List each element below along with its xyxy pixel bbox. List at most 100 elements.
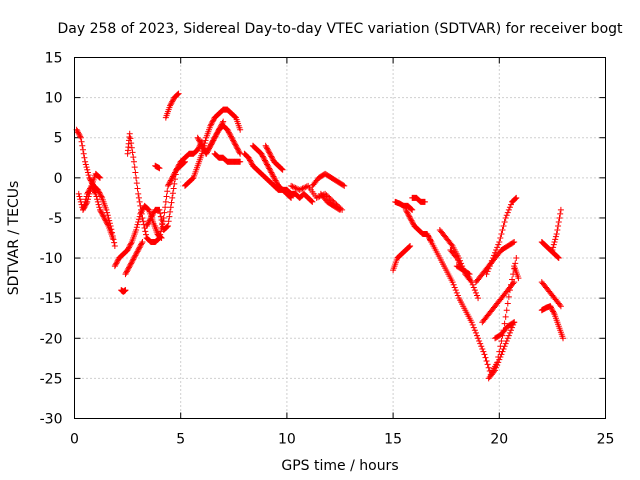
data-point [309,198,316,205]
data-point [513,255,520,262]
data-point [137,202,144,209]
data-point [175,90,182,97]
data-point [225,129,232,136]
data-point [407,205,414,212]
data-point [208,141,215,148]
data-point [90,186,97,193]
data-point [454,292,461,299]
data-point [289,183,296,190]
data-point [247,158,254,165]
data-point [230,137,237,144]
data-point [97,192,104,199]
data-point [77,133,84,140]
x-tick-label: 5 [176,432,185,448]
data-point [133,224,140,231]
data-point [113,259,120,266]
data-series-arc-11 [162,90,182,121]
data-point [101,216,108,223]
data-series-arc-14 [198,118,227,157]
data-point [103,218,110,225]
y-tick-label: -30 [40,412,63,428]
data-point [467,277,474,284]
data-point [169,173,176,180]
data-point [405,244,412,251]
data-point [449,279,456,286]
data-point [122,287,129,294]
data-point [409,218,416,225]
data-point [484,361,491,368]
data-point [155,236,162,243]
data-point [164,188,171,195]
data-series-arc-16 [241,150,316,205]
data-point [550,308,557,315]
data-point [209,118,216,125]
data-point [218,121,225,128]
data-point [150,210,157,217]
data-point [468,319,475,326]
data-point [128,259,135,266]
data-point [477,340,484,347]
data-point [265,164,272,171]
data-series-arc-7 [122,239,146,278]
data-point [494,244,501,251]
data-point [273,180,280,187]
data-point [552,233,559,240]
data-point [213,132,220,139]
data-point [512,195,519,202]
data-point [557,206,564,213]
data-series-arc-34 [492,319,518,342]
data-point [162,204,169,211]
data-point [267,168,274,175]
data-point [470,284,477,291]
data-point [140,218,147,225]
data-point [158,224,165,231]
data-point [137,243,144,250]
data-point [98,209,105,216]
data-point [126,244,133,251]
data-point [133,251,140,258]
data-point [124,247,131,254]
data-series-arc-21 [317,190,343,213]
data-point [165,218,172,225]
data-point [406,243,413,250]
data-point [95,173,102,180]
data-point [466,271,473,278]
data-point [489,255,496,262]
data-point [266,166,273,173]
data-point [122,271,129,278]
data-point [337,206,343,213]
data-point [262,142,269,149]
data-point [259,153,266,160]
data-point [181,158,188,165]
y-tick-label: -5 [49,211,63,227]
data-point [84,166,91,173]
data-point [503,212,510,219]
data-point [490,252,497,259]
data-point [112,261,119,268]
data-point [296,186,303,193]
axis-ticks [74,57,606,419]
data-point [156,206,163,213]
data-point [465,270,472,277]
data-point [472,329,479,336]
data-point [103,206,110,213]
data-point [341,182,348,189]
data-point [470,324,477,331]
data-point [237,158,244,165]
data-point [232,113,239,120]
data-point [231,113,238,120]
data-point [493,247,500,254]
data-point [167,178,174,185]
data-point [279,166,286,173]
data-point [123,269,130,276]
data-point [497,353,504,360]
data-point [126,264,133,271]
y-tick-label: 15 [45,51,63,67]
data-point [547,303,554,310]
y-tick-label: 10 [45,91,63,107]
data-point [268,169,275,176]
data-point [138,240,145,247]
data-point [452,287,459,294]
data-series-arc-12 [181,106,244,189]
data-point [85,172,92,179]
